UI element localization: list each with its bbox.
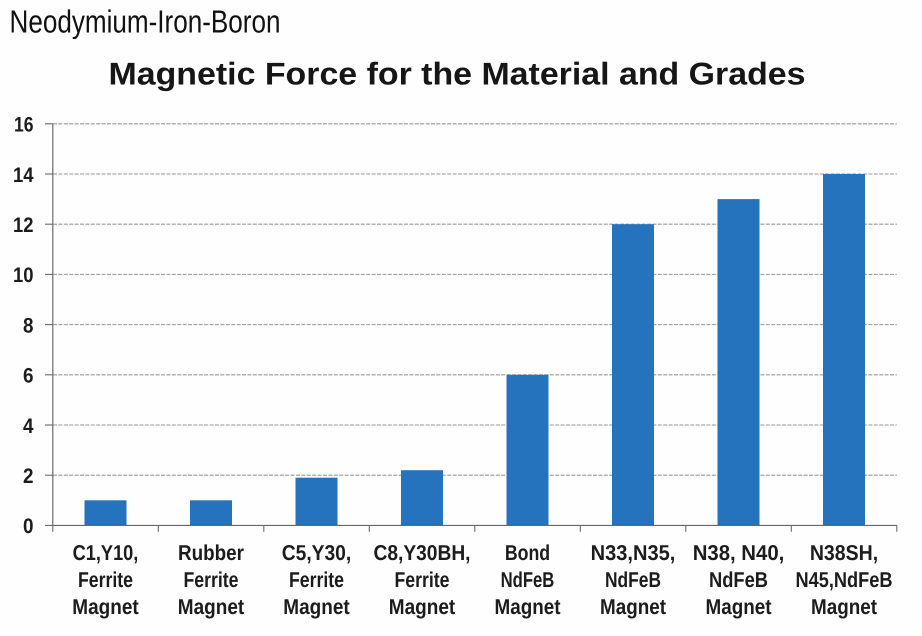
svg-text:0: 0: [23, 515, 34, 538]
svg-text:Magnet: Magnet: [495, 595, 561, 619]
svg-text:8: 8: [23, 314, 34, 337]
svg-text:Magnet: Magnet: [389, 595, 455, 619]
svg-text:4: 4: [23, 415, 34, 438]
svg-text:Neodymium-Iron-Boron: Neodymium-Iron-Boron: [10, 4, 281, 40]
svg-text:2: 2: [23, 465, 34, 488]
svg-text:Bond: Bond: [505, 541, 550, 565]
svg-text:Ferrite: Ferrite: [289, 568, 344, 592]
svg-text:Ferrite: Ferrite: [78, 568, 133, 592]
svg-text:C1,Y10,: C1,Y10,: [73, 541, 139, 565]
svg-text:N33,N35,: N33,N35,: [591, 541, 676, 565]
svg-text:NdFeB: NdFeB: [709, 568, 768, 592]
svg-text:Rubber: Rubber: [178, 541, 245, 565]
svg-text:Ferrite: Ferrite: [184, 568, 239, 592]
svg-text:Magnet: Magnet: [283, 595, 349, 619]
svg-text:Magnetic Force for the Materia: Magnetic Force for the Material and Grad…: [109, 56, 806, 92]
svg-text:Magnet: Magnet: [600, 595, 666, 619]
svg-text:14: 14: [13, 164, 34, 187]
svg-text:Magnet: Magnet: [811, 595, 877, 619]
svg-text:12: 12: [13, 214, 34, 237]
svg-text:N45,NdFeB: N45,NdFeB: [796, 568, 893, 592]
svg-text:Magnet: Magnet: [72, 595, 138, 619]
svg-text:C8,Y30BH,: C8,Y30BH,: [374, 541, 471, 565]
svg-text:N38SH,: N38SH,: [810, 541, 878, 565]
svg-text:10: 10: [13, 264, 34, 287]
svg-text:C5,Y30,: C5,Y30,: [282, 541, 351, 565]
svg-text:Ferrite: Ferrite: [395, 568, 450, 592]
svg-text:NdFeB: NdFeB: [501, 568, 555, 592]
svg-text:N38, N40,: N38, N40,: [693, 541, 785, 565]
svg-text:6: 6: [23, 365, 34, 388]
svg-text:Magnet: Magnet: [178, 595, 244, 619]
svg-text:Magnet: Magnet: [706, 595, 772, 619]
svg-text:16: 16: [14, 114, 34, 137]
svg-text:NdFeB: NdFeB: [605, 568, 661, 592]
